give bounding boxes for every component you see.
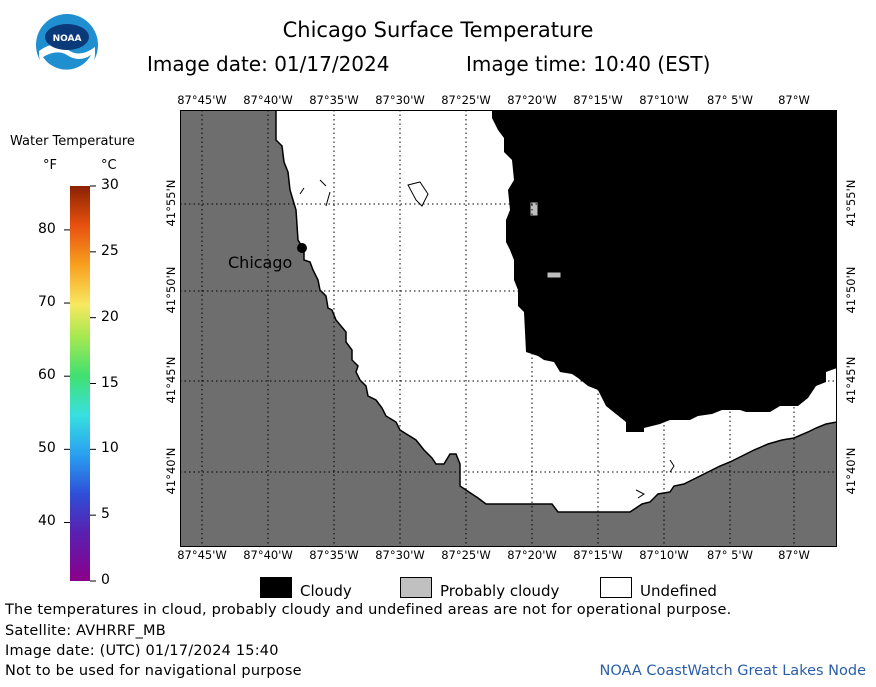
- top-lon-label: 87°30'W: [375, 93, 425, 107]
- bottom-lon-label: 87°45'W: [177, 548, 227, 562]
- colorbar-c-label: 0: [101, 572, 110, 588]
- bottom-lon-label: 87° 5'W: [707, 548, 753, 562]
- colorbar-f-label: 50: [38, 440, 56, 457]
- right-lat-label: 41°55'N: [844, 179, 858, 227]
- colorbar-title: Water Temperature: [10, 134, 135, 149]
- colorbar-unit-f: °F: [43, 158, 57, 173]
- colorbar-c-label: 25: [101, 242, 119, 259]
- right-lat-label: 41°45'N: [844, 356, 858, 404]
- cloudy-area: [492, 110, 837, 432]
- top-lon-label: 87°W: [778, 93, 810, 107]
- top-lon-label: 87°35'W: [309, 93, 359, 107]
- top-lon-label: 87° 5'W: [707, 93, 753, 107]
- page-title: Chicago Surface Temperature: [282, 18, 594, 42]
- colorbar-f-label: 80: [38, 220, 56, 237]
- left-lat-label: 41°55'N: [164, 179, 178, 227]
- satellite-text: Satellite: AVHRRF_MB: [5, 623, 166, 639]
- bottom-lon-label: 87°30'W: [375, 548, 425, 562]
- colorbar-c-label: 15: [101, 374, 119, 391]
- colorbar-f-label: 70: [38, 294, 56, 311]
- top-lon-label: 87°25'W: [441, 93, 491, 107]
- left-lat-label: 41°40'N: [164, 447, 178, 495]
- top-lon-label: 87°15'W: [573, 93, 623, 107]
- probably-cloudy-speck: [529, 201, 539, 217]
- legend-label-cloudy: Cloudy: [300, 582, 352, 600]
- logo-text: NOAA: [53, 34, 82, 44]
- legend-swatch-cloudy: [260, 577, 292, 598]
- colorbar-f-label: 40: [38, 513, 56, 530]
- land-area: [180, 110, 837, 547]
- colorbar: [64, 185, 96, 582]
- top-lon-label: 87°45'W: [177, 93, 227, 107]
- bottom-lon-label: 87°25'W: [441, 548, 491, 562]
- right-lat-label: 41°50'N: [844, 266, 858, 314]
- legend-swatch-probably-cloudy: [400, 577, 432, 598]
- legend-swatch-undefined: [600, 577, 632, 598]
- colorbar-c-label: 10: [101, 440, 119, 457]
- right-lat-label: 41°40'N: [844, 447, 858, 495]
- top-lon-label: 87°10'W: [639, 93, 689, 107]
- map-panel: [180, 110, 837, 547]
- disclaimer-text: The temperatures in cloud, probably clou…: [5, 602, 732, 618]
- utc-date-text: Image date: (UTC) 01/17/2024 15:40: [5, 643, 279, 659]
- colorbar-f-label: 60: [38, 367, 56, 384]
- chicago-marker: [297, 243, 307, 253]
- colorbar-c-label: 20: [101, 308, 119, 325]
- top-lon-label: 87°20'W: [507, 93, 557, 107]
- bottom-lon-label: 87°20'W: [507, 548, 557, 562]
- probably-cloudy-speck: [546, 271, 562, 279]
- bottom-lon-label: 87°40'W: [243, 548, 293, 562]
- noaa-logo: NOAA: [36, 14, 98, 77]
- colorbar-c-label: 5: [101, 506, 110, 523]
- top-lon-label: 87°40'W: [243, 93, 293, 107]
- legend-label-undefined: Undefined: [640, 582, 717, 600]
- bottom-lon-label: 87°35'W: [309, 548, 359, 562]
- nav-warning-text: Not to be used for navigational purpose: [5, 663, 302, 679]
- colorbar-c-label: 30: [101, 177, 119, 193]
- bottom-lon-label: 87°W: [778, 548, 810, 562]
- image-time: Image time: 10:40 (EST): [466, 52, 711, 76]
- left-lat-label: 41°45'N: [164, 356, 178, 404]
- city-label: Chicago: [228, 253, 293, 272]
- bottom-lon-label: 87°10'W: [639, 548, 689, 562]
- colorbar-unit-c: °C: [101, 158, 117, 173]
- legend-label-probably-cloudy: Probably cloudy: [440, 582, 560, 600]
- bottom-lon-label: 87°15'W: [573, 548, 623, 562]
- image-date: Image date: 01/17/2024: [147, 52, 390, 76]
- credit-text: NOAA CoastWatch Great Lakes Node: [599, 663, 866, 679]
- left-lat-label: 41°50'N: [164, 266, 178, 314]
